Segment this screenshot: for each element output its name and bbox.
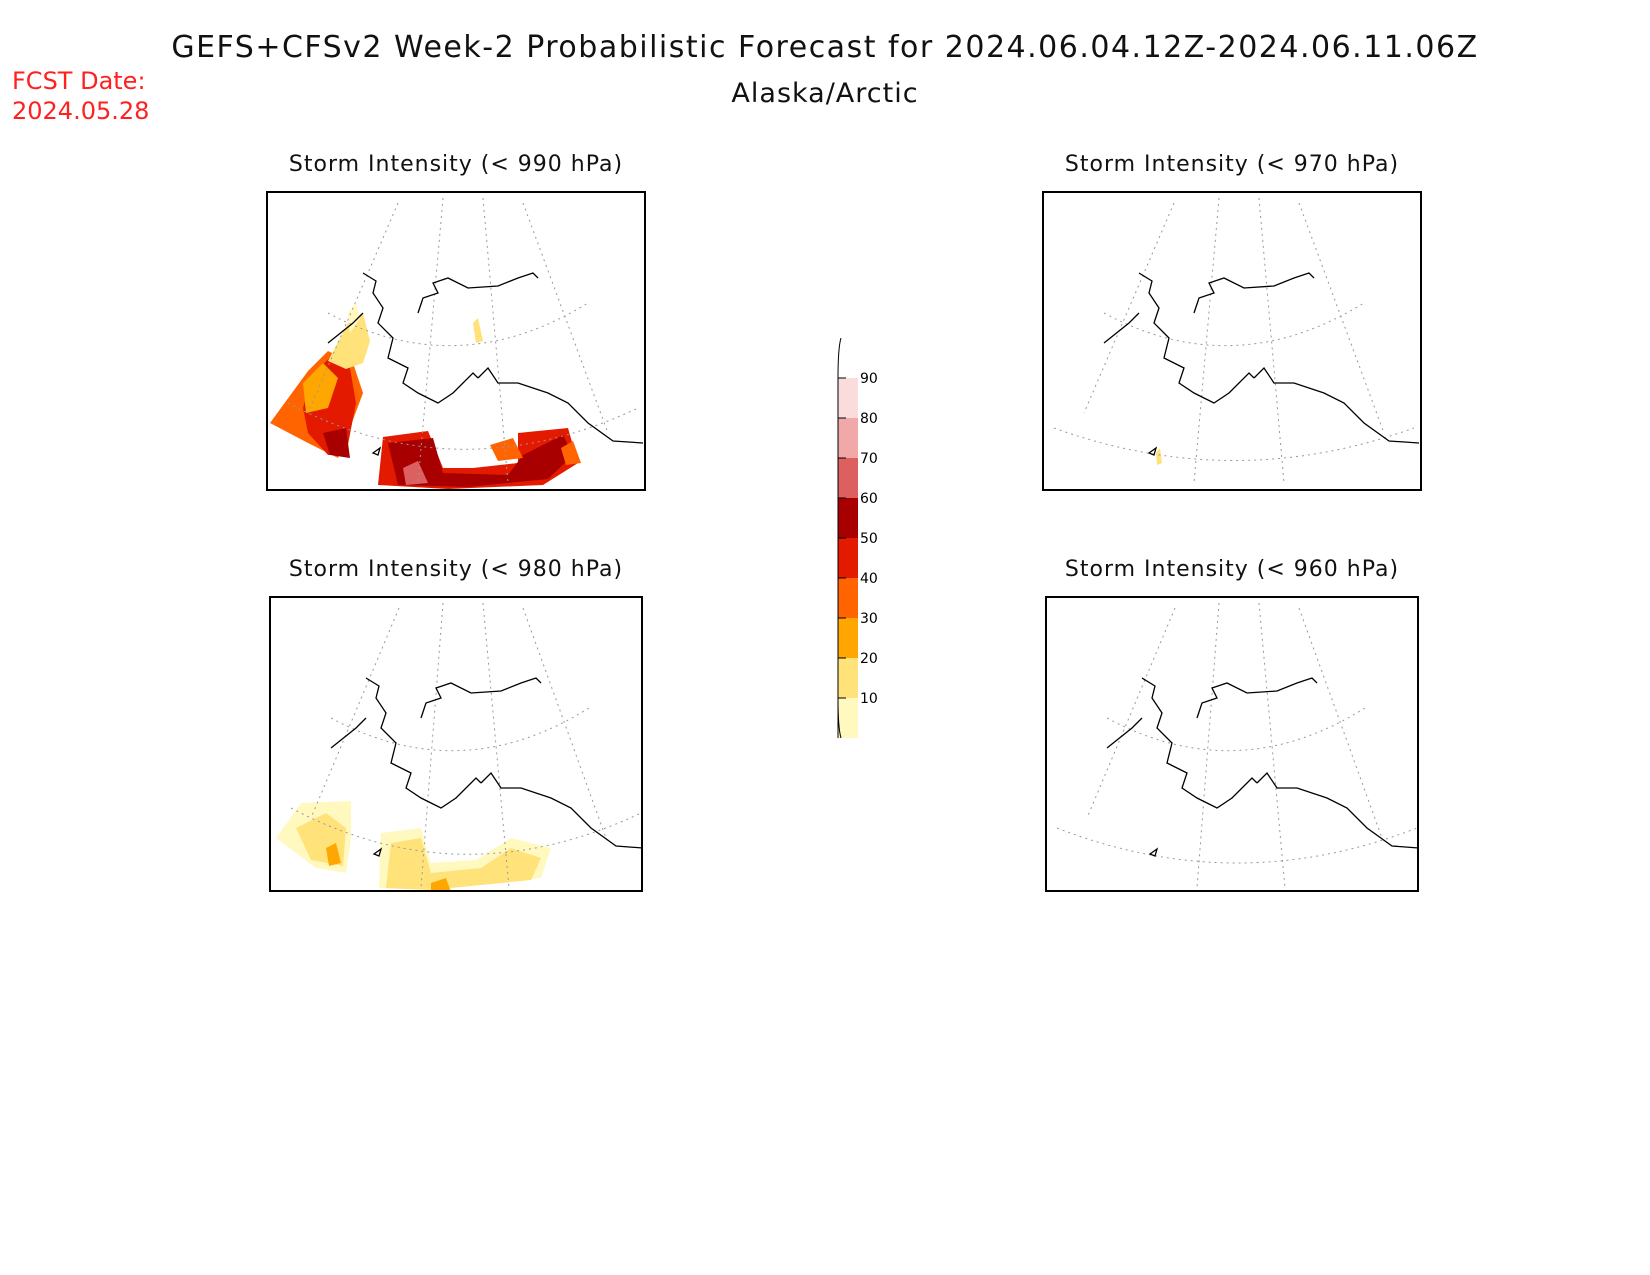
graticule [290,602,641,889]
legend-swatch [838,578,858,618]
shade-west-dark [323,428,350,458]
legend-swatch [838,658,858,698]
shade-west-amber [326,843,341,866]
map-panel-970 [1042,191,1422,491]
shade-tiny-yellow [1156,448,1162,465]
legend-swatch [838,378,858,418]
legend-tick-label: 40 [860,571,878,587]
shade-south-yellow [386,838,541,890]
shade-south-dark [388,435,573,487]
legend-tick-label: 60 [860,491,878,507]
legend-tick-label: 10 [860,691,878,707]
graticule [1053,197,1415,484]
shade-west-pale [348,303,360,333]
fcst-date: FCST Date: 2024.05.28 [12,66,149,126]
legend-swatch [838,618,858,658]
legend-tick-label: 90 [860,371,878,387]
legend-tick-label: 80 [860,411,878,427]
shade-south-amber [431,878,451,890]
map-980-svg [276,602,641,890]
shade-inland [473,318,483,343]
shade-south-pink [403,461,428,485]
map-panel-960 [1045,596,1419,892]
coastline [330,677,641,857]
panel-title-960: Storm Intensity (< 960 hPa) [1064,557,1400,582]
legend-swatch [838,458,858,498]
legend-swatch [838,418,858,458]
legend-svg: 10 20 30 40 50 60 70 80 90 [837,337,878,739]
map-990-svg [270,197,644,489]
map-panel-980 [269,596,643,892]
legend-swatch [838,498,858,538]
shade-east-orange [561,441,581,465]
legend-tick-label: 70 [860,451,878,467]
color-legend: 10 20 30 40 50 60 70 80 90 [820,337,900,748]
legend-cap-top [837,337,842,379]
graticule [1056,602,1417,889]
legend-swatch [838,698,858,738]
shade-west-yellow [328,313,370,369]
legend-tick-label: 20 [860,651,878,667]
region-subtitle: Alaska/Arctic [731,78,919,109]
coastline [1103,272,1420,456]
map-960-svg [1056,602,1417,889]
map-panel-990 [266,191,646,491]
legend-cap-bottom [837,697,842,739]
graticule [287,197,639,484]
probability-shading [1156,448,1162,465]
legend-swatch [838,538,858,578]
fcst-date-value: 2024.05.28 [12,97,150,125]
map-970-svg [1053,197,1420,484]
probability-shading [270,303,581,489]
coastline [1106,677,1417,857]
shade-south-orange [490,438,523,461]
probability-shading [276,801,551,890]
coastline [327,272,644,456]
legend-tick-label: 30 [860,611,878,627]
legend-tick-label: 50 [860,531,878,547]
panel-title-990: Storm Intensity (< 990 hPa) [288,152,624,177]
shade-west-amber [303,363,338,413]
panel-title-970: Storm Intensity (< 970 hPa) [1064,152,1400,177]
fcst-date-label: FCST Date: [12,67,146,95]
panel-title-980: Storm Intensity (< 980 hPa) [288,557,624,582]
main-title: GEFS+CFSv2 Week-2 Probabilistic Forecast… [171,30,1479,65]
